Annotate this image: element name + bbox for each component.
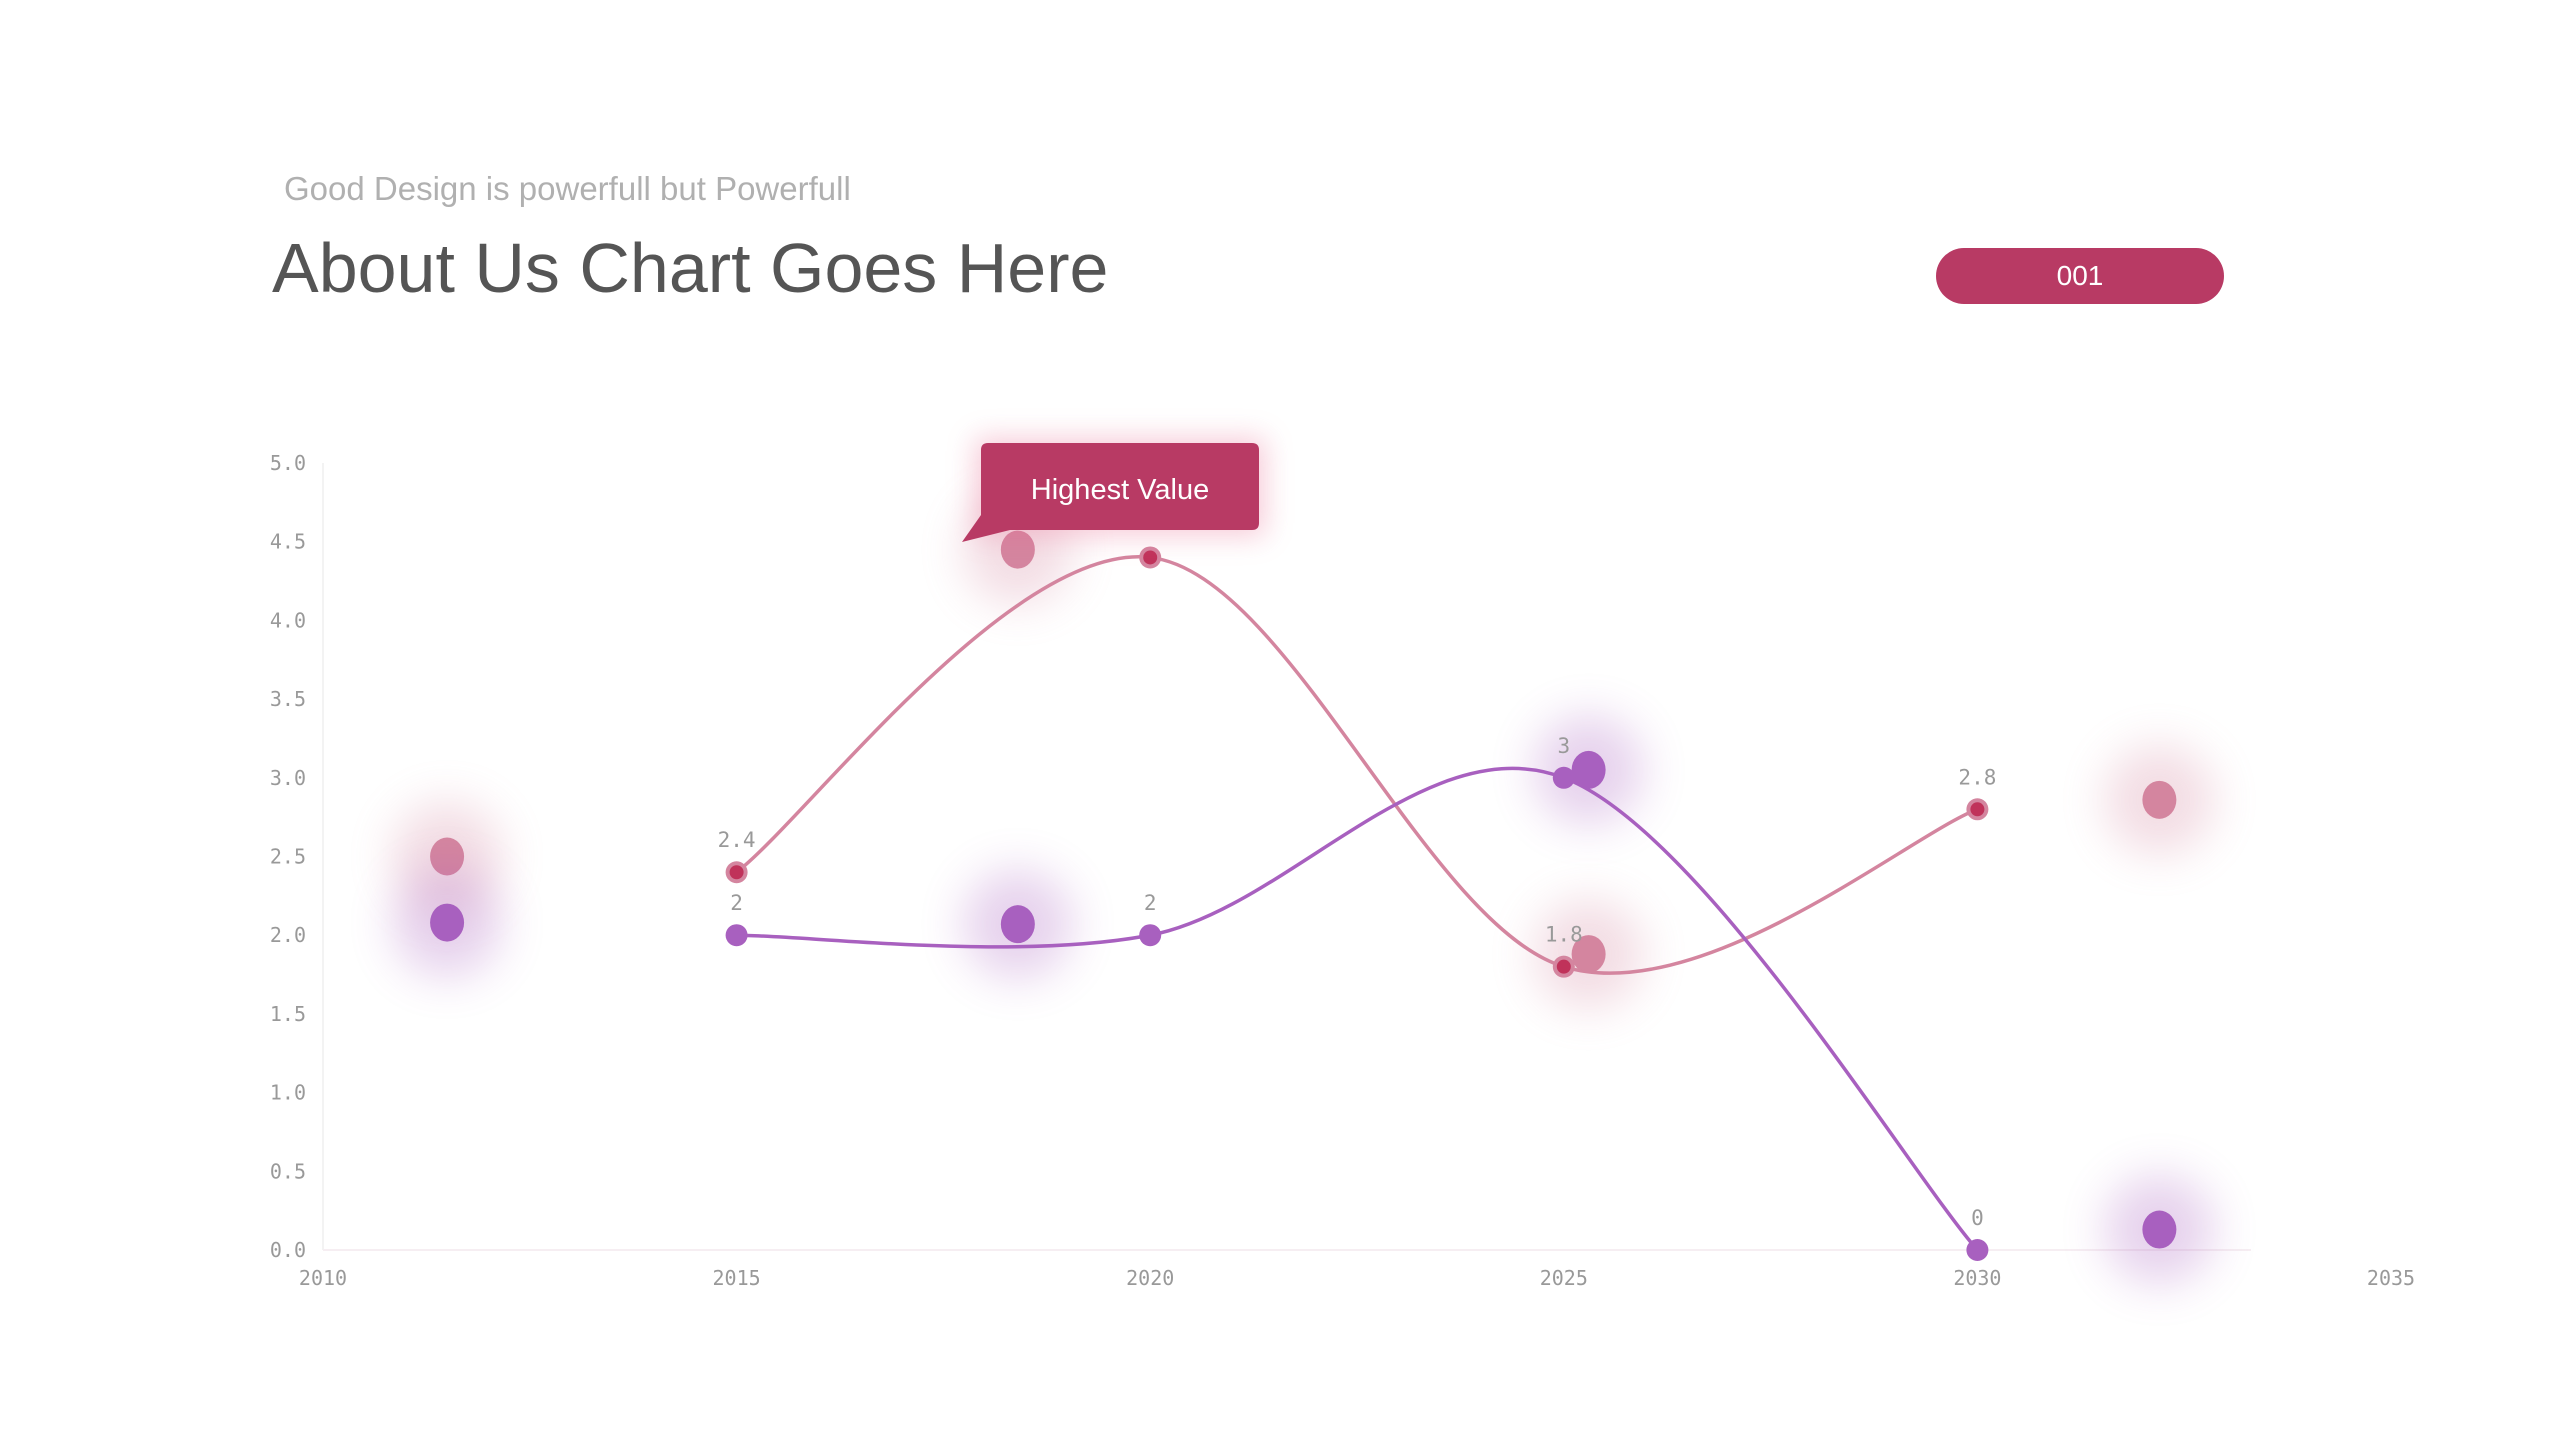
- badge: 001: [1936, 248, 2224, 304]
- x-tick-label: 2030: [1953, 1266, 2001, 1290]
- x-tick-label: 2020: [1126, 1266, 1174, 1290]
- series-marker: [1966, 1239, 1989, 1261]
- series-marker-core: [1143, 550, 1158, 565]
- y-tick-label: 0.0: [270, 1238, 306, 1262]
- bubble-point: [1000, 530, 1035, 569]
- series-line-1: [735, 555, 1979, 975]
- x-tick-label: 2015: [713, 1266, 761, 1290]
- highest-value-callout: Highest Value: [962, 438, 1265, 542]
- y-tick-label: 1.0: [270, 1081, 306, 1105]
- bubble-point: [1571, 750, 1606, 789]
- series-marker: [1139, 924, 1162, 947]
- bubble-point: [1571, 935, 1606, 974]
- x-tick-label: 2025: [1540, 1266, 1588, 1290]
- y-tick-label: 3.5: [270, 687, 306, 711]
- bubble-point: [2142, 780, 2177, 819]
- series-marker: [1552, 766, 1575, 789]
- bubble-point: [2142, 1210, 2177, 1249]
- y-tick-label: 0.5: [270, 1159, 306, 1183]
- badge-label: 001: [2056, 260, 2104, 291]
- y-tick-label: 4.5: [270, 530, 306, 554]
- series-line-2: [736, 766, 1979, 1252]
- x-tick-label: 2035: [2367, 1266, 2415, 1290]
- y-tick-label: 3.0: [270, 766, 306, 790]
- data-label: 1.8: [1545, 923, 1583, 947]
- series-marker-core: [1556, 959, 1571, 974]
- series-marker-core: [729, 865, 744, 880]
- page-title: About Us Chart Goes Here: [272, 229, 1109, 307]
- data-label: 0: [1971, 1206, 1984, 1230]
- y-tick-label: 2.5: [270, 845, 306, 869]
- bubble-point: [430, 903, 465, 942]
- y-tick-label: 2.0: [270, 923, 306, 947]
- bubble-point: [430, 837, 465, 876]
- series-marker-core: [1970, 802, 1985, 817]
- data-label: 2: [1144, 891, 1157, 915]
- y-tick-label: 4.0: [270, 608, 306, 632]
- data-label: 2: [730, 891, 743, 915]
- data-label: 2.8: [1958, 765, 1996, 789]
- data-label: 3: [1557, 734, 1570, 758]
- callout-label: Highest Value: [1031, 474, 1209, 506]
- y-tick-label: 1.5: [270, 1002, 306, 1026]
- subtitle: Good Design is powerfull but Powerfull: [284, 170, 851, 207]
- x-tick-label: 2010: [299, 1266, 347, 1290]
- bubble-point: [1000, 905, 1035, 944]
- data-label: 2.4: [718, 828, 756, 852]
- callout-box: [962, 443, 1259, 542]
- y-tick-label: 5.0: [270, 451, 306, 475]
- series-marker: [725, 924, 748, 947]
